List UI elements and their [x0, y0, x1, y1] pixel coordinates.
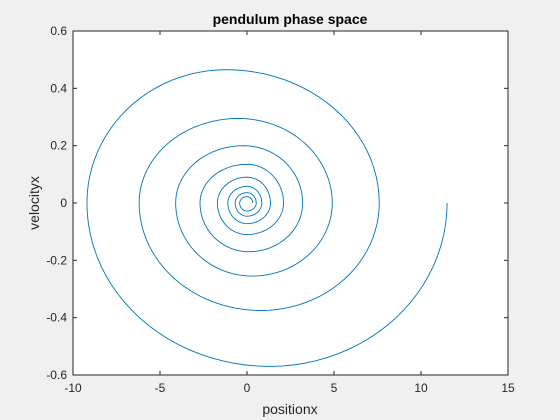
curve-layer	[86, 69, 448, 367]
x-tick-label: -5	[155, 381, 166, 395]
chart-title: pendulum phase space	[213, 11, 368, 27]
y-tick-label: 0.6	[50, 24, 67, 38]
plot-area	[73, 31, 508, 375]
ticks-layer: -10 -5 0 5 10 15 -0.6 -0.4 -0.2 0 0.2 0.4 0.6	[46, 24, 515, 395]
x-tick-label: 15	[501, 381, 515, 395]
y-tick-label: 0.2	[50, 139, 67, 153]
y-axis-label: velocityx	[26, 176, 42, 230]
x-tick-label: 10	[414, 381, 428, 395]
y-tick-label: -0.6	[46, 368, 67, 382]
y-tick-label: 0	[60, 196, 67, 210]
y-tick-label: -0.4	[46, 311, 67, 325]
phase-space-trajectory	[86, 69, 448, 367]
x-axis-label: positionx	[262, 401, 317, 417]
x-tick-label: 5	[331, 381, 338, 395]
x-tick-label: -10	[64, 381, 82, 395]
y-tick-label: 0.4	[50, 81, 67, 95]
y-tick-label: -0.2	[46, 253, 67, 267]
x-tick-label: 0	[244, 381, 251, 395]
